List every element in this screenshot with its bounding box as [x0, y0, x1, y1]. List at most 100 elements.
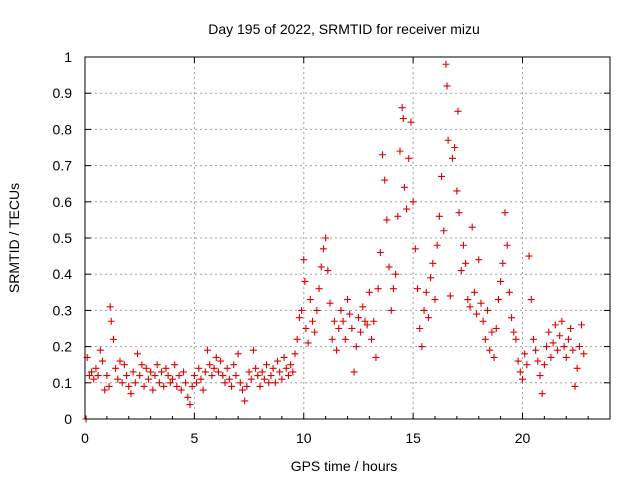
y-tick-label: 0.7	[53, 158, 73, 174]
data-point	[562, 353, 570, 361]
data-point	[389, 285, 397, 293]
data-point	[438, 172, 446, 180]
data-point	[573, 364, 581, 372]
data-point	[164, 372, 172, 380]
data-point	[567, 325, 575, 332]
data-point	[249, 346, 257, 354]
y-tick-label: 0.3	[53, 302, 73, 318]
data-point	[477, 299, 485, 307]
data-point	[136, 372, 144, 380]
chart-title: Day 195 of 2022, SRMTID for receiver miz…	[208, 21, 480, 37]
data-point	[523, 361, 531, 369]
data-point	[398, 104, 406, 112]
data-point	[103, 372, 111, 380]
data-point	[455, 209, 463, 217]
data-point	[529, 335, 537, 343]
data-point	[287, 361, 295, 369]
data-point	[549, 339, 557, 347]
y-tick-label: 0	[64, 411, 72, 427]
x-tick-label: 5	[190, 430, 198, 446]
data-point	[315, 285, 323, 293]
data-point	[374, 285, 382, 293]
data-point	[269, 364, 277, 372]
data-point	[147, 368, 155, 376]
data-point	[278, 375, 286, 383]
data-point	[405, 154, 413, 162]
x-tick-label: 15	[405, 430, 421, 446]
data-point	[260, 375, 268, 383]
data-point	[101, 386, 109, 394]
data-point	[575, 343, 583, 351]
data-point	[503, 241, 511, 249]
data-point	[116, 357, 124, 365]
y-tick-label: 0.9	[53, 85, 73, 101]
data-point	[151, 372, 159, 380]
data-point	[99, 357, 106, 365]
data-point	[311, 328, 319, 336]
data-point	[514, 357, 522, 365]
data-point	[545, 328, 553, 336]
data-point	[365, 288, 373, 296]
data-point	[394, 212, 402, 220]
y-tick-label: 0.8	[53, 121, 73, 137]
data-point	[265, 379, 273, 387]
data-point	[256, 382, 264, 390]
data-point	[370, 317, 378, 325]
data-point	[348, 325, 356, 332]
data-point	[558, 317, 566, 325]
data-point	[420, 306, 428, 314]
data-point	[494, 296, 502, 304]
data-point	[333, 346, 341, 354]
data-point	[414, 285, 421, 293]
data-point	[138, 361, 146, 369]
data-point	[326, 299, 334, 307]
data-point	[302, 325, 310, 332]
data-point	[551, 321, 559, 329]
data-point	[435, 212, 443, 220]
data-point	[346, 310, 354, 318]
data-point	[241, 397, 249, 405]
data-point	[162, 364, 170, 372]
data-point	[368, 335, 376, 343]
data-point	[94, 372, 102, 380]
data-point	[131, 379, 139, 387]
data-point	[188, 382, 196, 390]
data-point	[337, 306, 345, 314]
data-point	[372, 353, 380, 361]
data-point	[301, 277, 309, 285]
data-point	[341, 335, 349, 343]
data-point	[123, 372, 131, 380]
data-point	[258, 368, 266, 376]
data-points-layer	[82, 60, 588, 423]
data-point	[201, 368, 209, 376]
data-point	[142, 364, 150, 372]
x-tick-label: 0	[81, 430, 89, 446]
data-point	[540, 361, 548, 369]
data-point	[429, 259, 437, 267]
data-point	[387, 306, 395, 314]
data-point	[468, 223, 476, 231]
data-point	[396, 147, 404, 155]
data-point	[464, 296, 472, 304]
data-point	[470, 288, 478, 296]
data-point	[431, 296, 439, 304]
data-point	[289, 368, 297, 376]
data-point	[444, 136, 452, 144]
data-point	[462, 259, 470, 267]
data-point	[212, 353, 220, 361]
data-point	[252, 364, 260, 372]
y-tick-label: 0.2	[53, 339, 73, 355]
data-point	[571, 382, 579, 390]
y-tick-label: 0.5	[53, 230, 73, 246]
data-point	[486, 346, 494, 354]
data-point	[556, 332, 564, 340]
data-point	[569, 346, 577, 354]
data-point	[217, 357, 225, 365]
data-point	[228, 382, 236, 390]
data-point	[125, 382, 133, 390]
data-point	[547, 353, 555, 361]
data-point	[160, 382, 168, 390]
data-point	[554, 346, 561, 354]
data-point	[363, 321, 371, 329]
